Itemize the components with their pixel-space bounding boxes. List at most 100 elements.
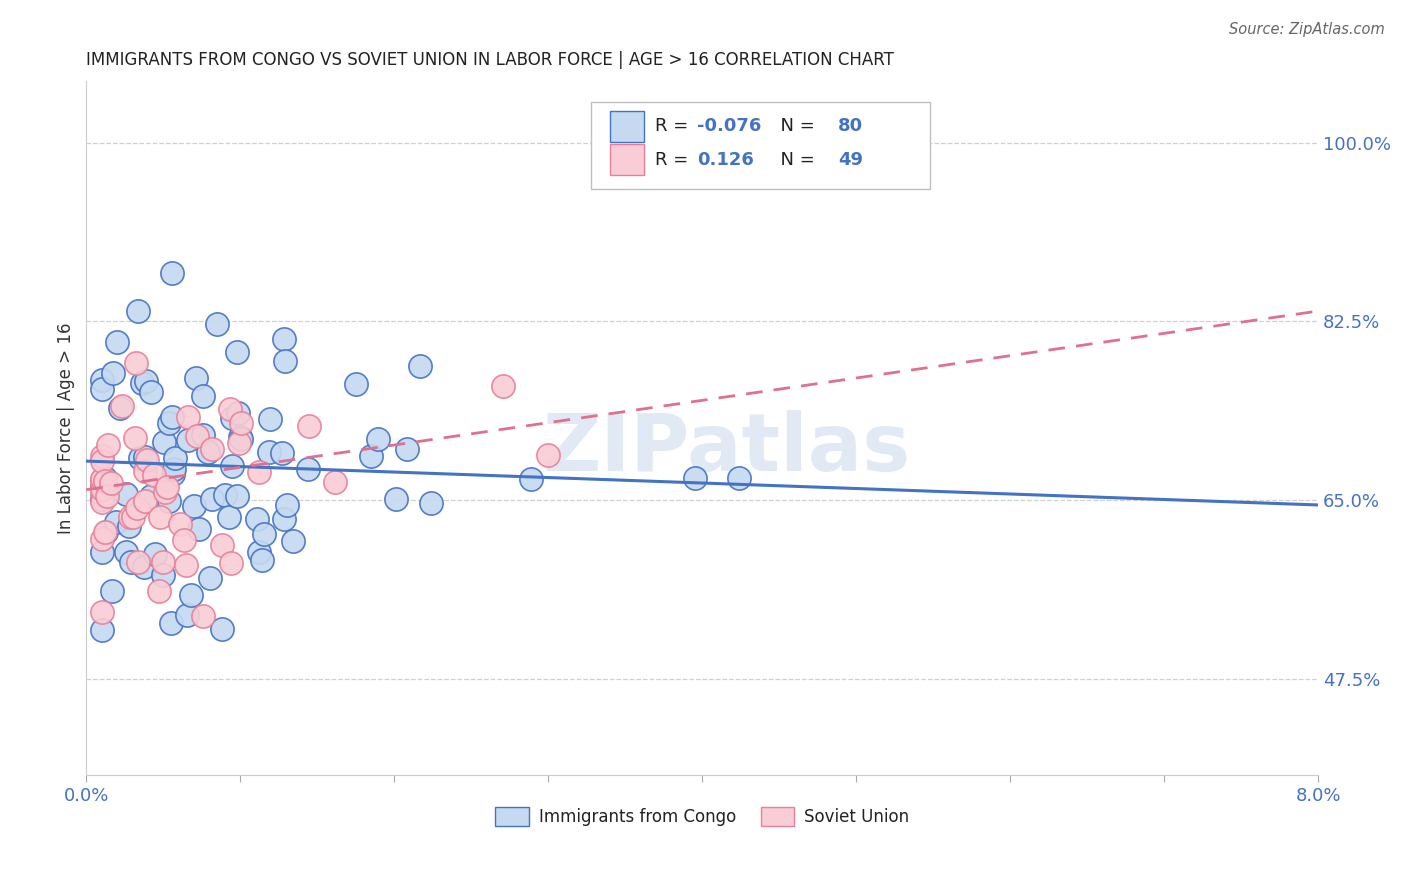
Point [169, 516, 191, 531]
Point [160, 267, 183, 281]
Point [727, 471, 749, 485]
Point [108, 401, 131, 415]
Point [214, 488, 236, 502]
Point [281, 533, 304, 548]
Text: N =: N = [769, 151, 820, 169]
Point [160, 615, 183, 630]
Point [105, 515, 128, 529]
FancyBboxPatch shape [610, 111, 644, 142]
Point [135, 374, 157, 388]
Point [152, 555, 174, 569]
Point [276, 498, 298, 512]
Text: 0.126: 0.126 [697, 151, 754, 169]
Point [176, 607, 198, 622]
Point [205, 318, 228, 332]
Point [101, 366, 124, 380]
Point [385, 491, 408, 506]
Point [519, 471, 541, 485]
Point [409, 359, 432, 373]
Point [94, 474, 117, 488]
Point [226, 406, 249, 420]
Text: ZIPatlas: ZIPatlas [543, 410, 911, 488]
Point [191, 428, 214, 442]
Point [160, 410, 183, 425]
Text: Source: ZipAtlas.com: Source: ZipAtlas.com [1229, 22, 1385, 37]
Point [174, 558, 197, 572]
Point [90, 482, 112, 496]
Text: -0.076: -0.076 [697, 118, 762, 136]
Point [134, 494, 156, 508]
Point [221, 556, 243, 570]
Point [145, 547, 167, 561]
Point [683, 471, 706, 485]
Point [229, 416, 252, 430]
Point [90, 479, 112, 493]
Point [259, 445, 281, 459]
Point [156, 480, 179, 494]
Point [120, 509, 142, 524]
Point [298, 419, 321, 434]
Point [90, 532, 112, 546]
Point [152, 568, 174, 582]
Point [134, 465, 156, 479]
Point [142, 468, 165, 483]
Point [211, 538, 233, 552]
Point [259, 411, 281, 425]
Point [191, 609, 214, 624]
Point [90, 477, 112, 491]
Point [247, 545, 270, 559]
Point [201, 442, 224, 456]
Point [188, 522, 211, 536]
Point [200, 492, 222, 507]
Point [211, 622, 233, 636]
Point [271, 445, 294, 459]
Point [221, 458, 243, 473]
Text: IMMIGRANTS FROM CONGO VS SOVIET UNION IN LABOR FORCE | AGE > 16 CORRELATION CHAR: IMMIGRANTS FROM CONGO VS SOVIET UNION IN… [86, 51, 894, 69]
Point [360, 449, 382, 463]
Point [252, 553, 274, 567]
Point [229, 430, 252, 444]
Point [186, 428, 208, 442]
Point [131, 376, 153, 390]
Point [274, 354, 297, 368]
Point [90, 472, 112, 486]
Point [115, 486, 138, 500]
Point [198, 571, 221, 585]
Point [492, 379, 515, 393]
Point [101, 584, 124, 599]
Point [139, 385, 162, 400]
Point [157, 493, 180, 508]
Point [191, 389, 214, 403]
Point [420, 496, 443, 510]
FancyBboxPatch shape [610, 145, 644, 176]
Point [105, 335, 128, 350]
Point [125, 356, 148, 370]
Point [246, 512, 269, 526]
Point [177, 433, 200, 447]
Point [163, 462, 186, 476]
Point [134, 450, 156, 464]
Point [90, 487, 112, 501]
Point [90, 449, 112, 463]
Point [273, 333, 295, 347]
Point [94, 525, 117, 540]
Point [225, 345, 247, 359]
Point [253, 527, 276, 541]
Point [218, 509, 240, 524]
Point [90, 495, 112, 509]
Point [165, 451, 187, 466]
Point [127, 303, 149, 318]
Point [153, 485, 176, 500]
Point [323, 475, 346, 489]
Text: N =: N = [769, 118, 820, 136]
Point [90, 545, 112, 559]
FancyBboxPatch shape [592, 103, 931, 189]
Point [122, 510, 145, 524]
Point [183, 499, 205, 513]
Point [186, 371, 208, 385]
Point [537, 449, 560, 463]
Point [226, 489, 249, 503]
Point [367, 433, 389, 447]
Legend: Immigrants from Congo, Soviet Union: Immigrants from Congo, Soviet Union [488, 800, 915, 833]
Point [180, 588, 202, 602]
